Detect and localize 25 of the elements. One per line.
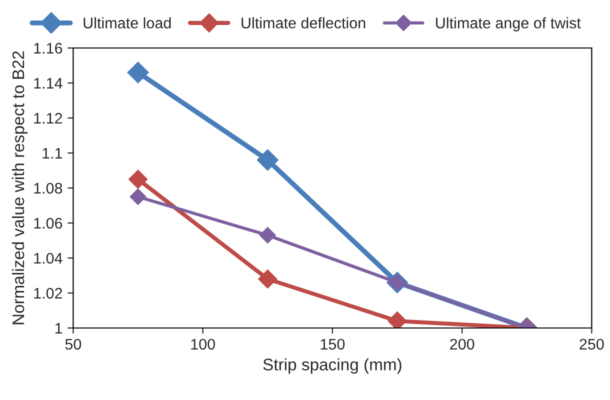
point [256, 149, 278, 171]
y-tick-label: 1.08 [34, 182, 62, 194]
point [259, 226, 276, 244]
point [130, 188, 146, 206]
y-tick-label: 1.02 [34, 288, 62, 299]
legend-label: Ultimate ange of twist [436, 17, 581, 32]
x-tick-label: 100 [191, 338, 215, 350]
x-tick-label: 50 [65, 338, 82, 350]
x-tick-label: 250 [580, 338, 604, 350]
y-tick-label: 1.04 [34, 252, 62, 264]
y-tick-label: 1.06 [34, 218, 62, 229]
y-tick-label: 1.14 [34, 78, 62, 89]
x-tick-label: 200 [450, 338, 474, 350]
legend-label: Ultimate deflection [242, 17, 366, 28]
y-tick-label: 1.12 [34, 112, 62, 124]
x-tick-label: 150 [320, 338, 345, 350]
point [127, 62, 149, 84]
x-axis-title: Strip spacing (mm) [263, 358, 402, 374]
y-tick-label: 1.16 [34, 42, 62, 54]
y-axis-title: Normalized value with respect to B22 [12, 51, 28, 324]
y-tick-label: 1.1 [42, 148, 62, 159]
point [128, 170, 148, 189]
legend-label: Ultimate load [84, 17, 171, 28]
y-tick-label: 1 [55, 323, 62, 334]
point [258, 269, 278, 289]
